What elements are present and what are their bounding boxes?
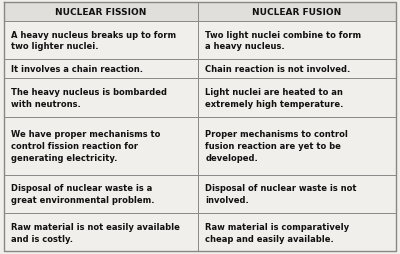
Text: Raw material is comparatively
cheap and easily available.: Raw material is comparatively cheap and …	[205, 222, 349, 243]
Text: Raw material is not easily available
and is costly.: Raw material is not easily available and…	[11, 222, 180, 243]
Text: Chain reaction is not involved.: Chain reaction is not involved.	[205, 65, 350, 74]
Text: The heavy nucleus is bombarded
with neutrons.: The heavy nucleus is bombarded with neut…	[11, 88, 167, 109]
Text: A heavy nucleus breaks up to form
two lighter nuclei.: A heavy nucleus breaks up to form two li…	[11, 30, 176, 51]
Text: Proper mechanisms to control
fusion reaction are yet to be
developed.: Proper mechanisms to control fusion reac…	[205, 130, 348, 162]
Text: It involves a chain reaction.: It involves a chain reaction.	[11, 65, 143, 74]
Text: Two light nuclei combine to form
a heavy nucleus.: Two light nuclei combine to form a heavy…	[205, 30, 361, 51]
Text: Disposal of nuclear waste is a
great environmental problem.: Disposal of nuclear waste is a great env…	[11, 184, 155, 204]
Text: We have proper mechanisms to
control fission reaction for
generating electricity: We have proper mechanisms to control fis…	[11, 130, 160, 162]
Text: Disposal of nuclear waste is not
involved.: Disposal of nuclear waste is not involve…	[205, 184, 357, 204]
Bar	[4, 3, 396, 22]
Text: NUCLEAR FISSION: NUCLEAR FISSION	[55, 8, 147, 17]
Text: Light nuclei are heated to an
extremely high temperature.: Light nuclei are heated to an extremely …	[205, 88, 344, 109]
Text: NUCLEAR FUSION: NUCLEAR FUSION	[252, 8, 342, 17]
